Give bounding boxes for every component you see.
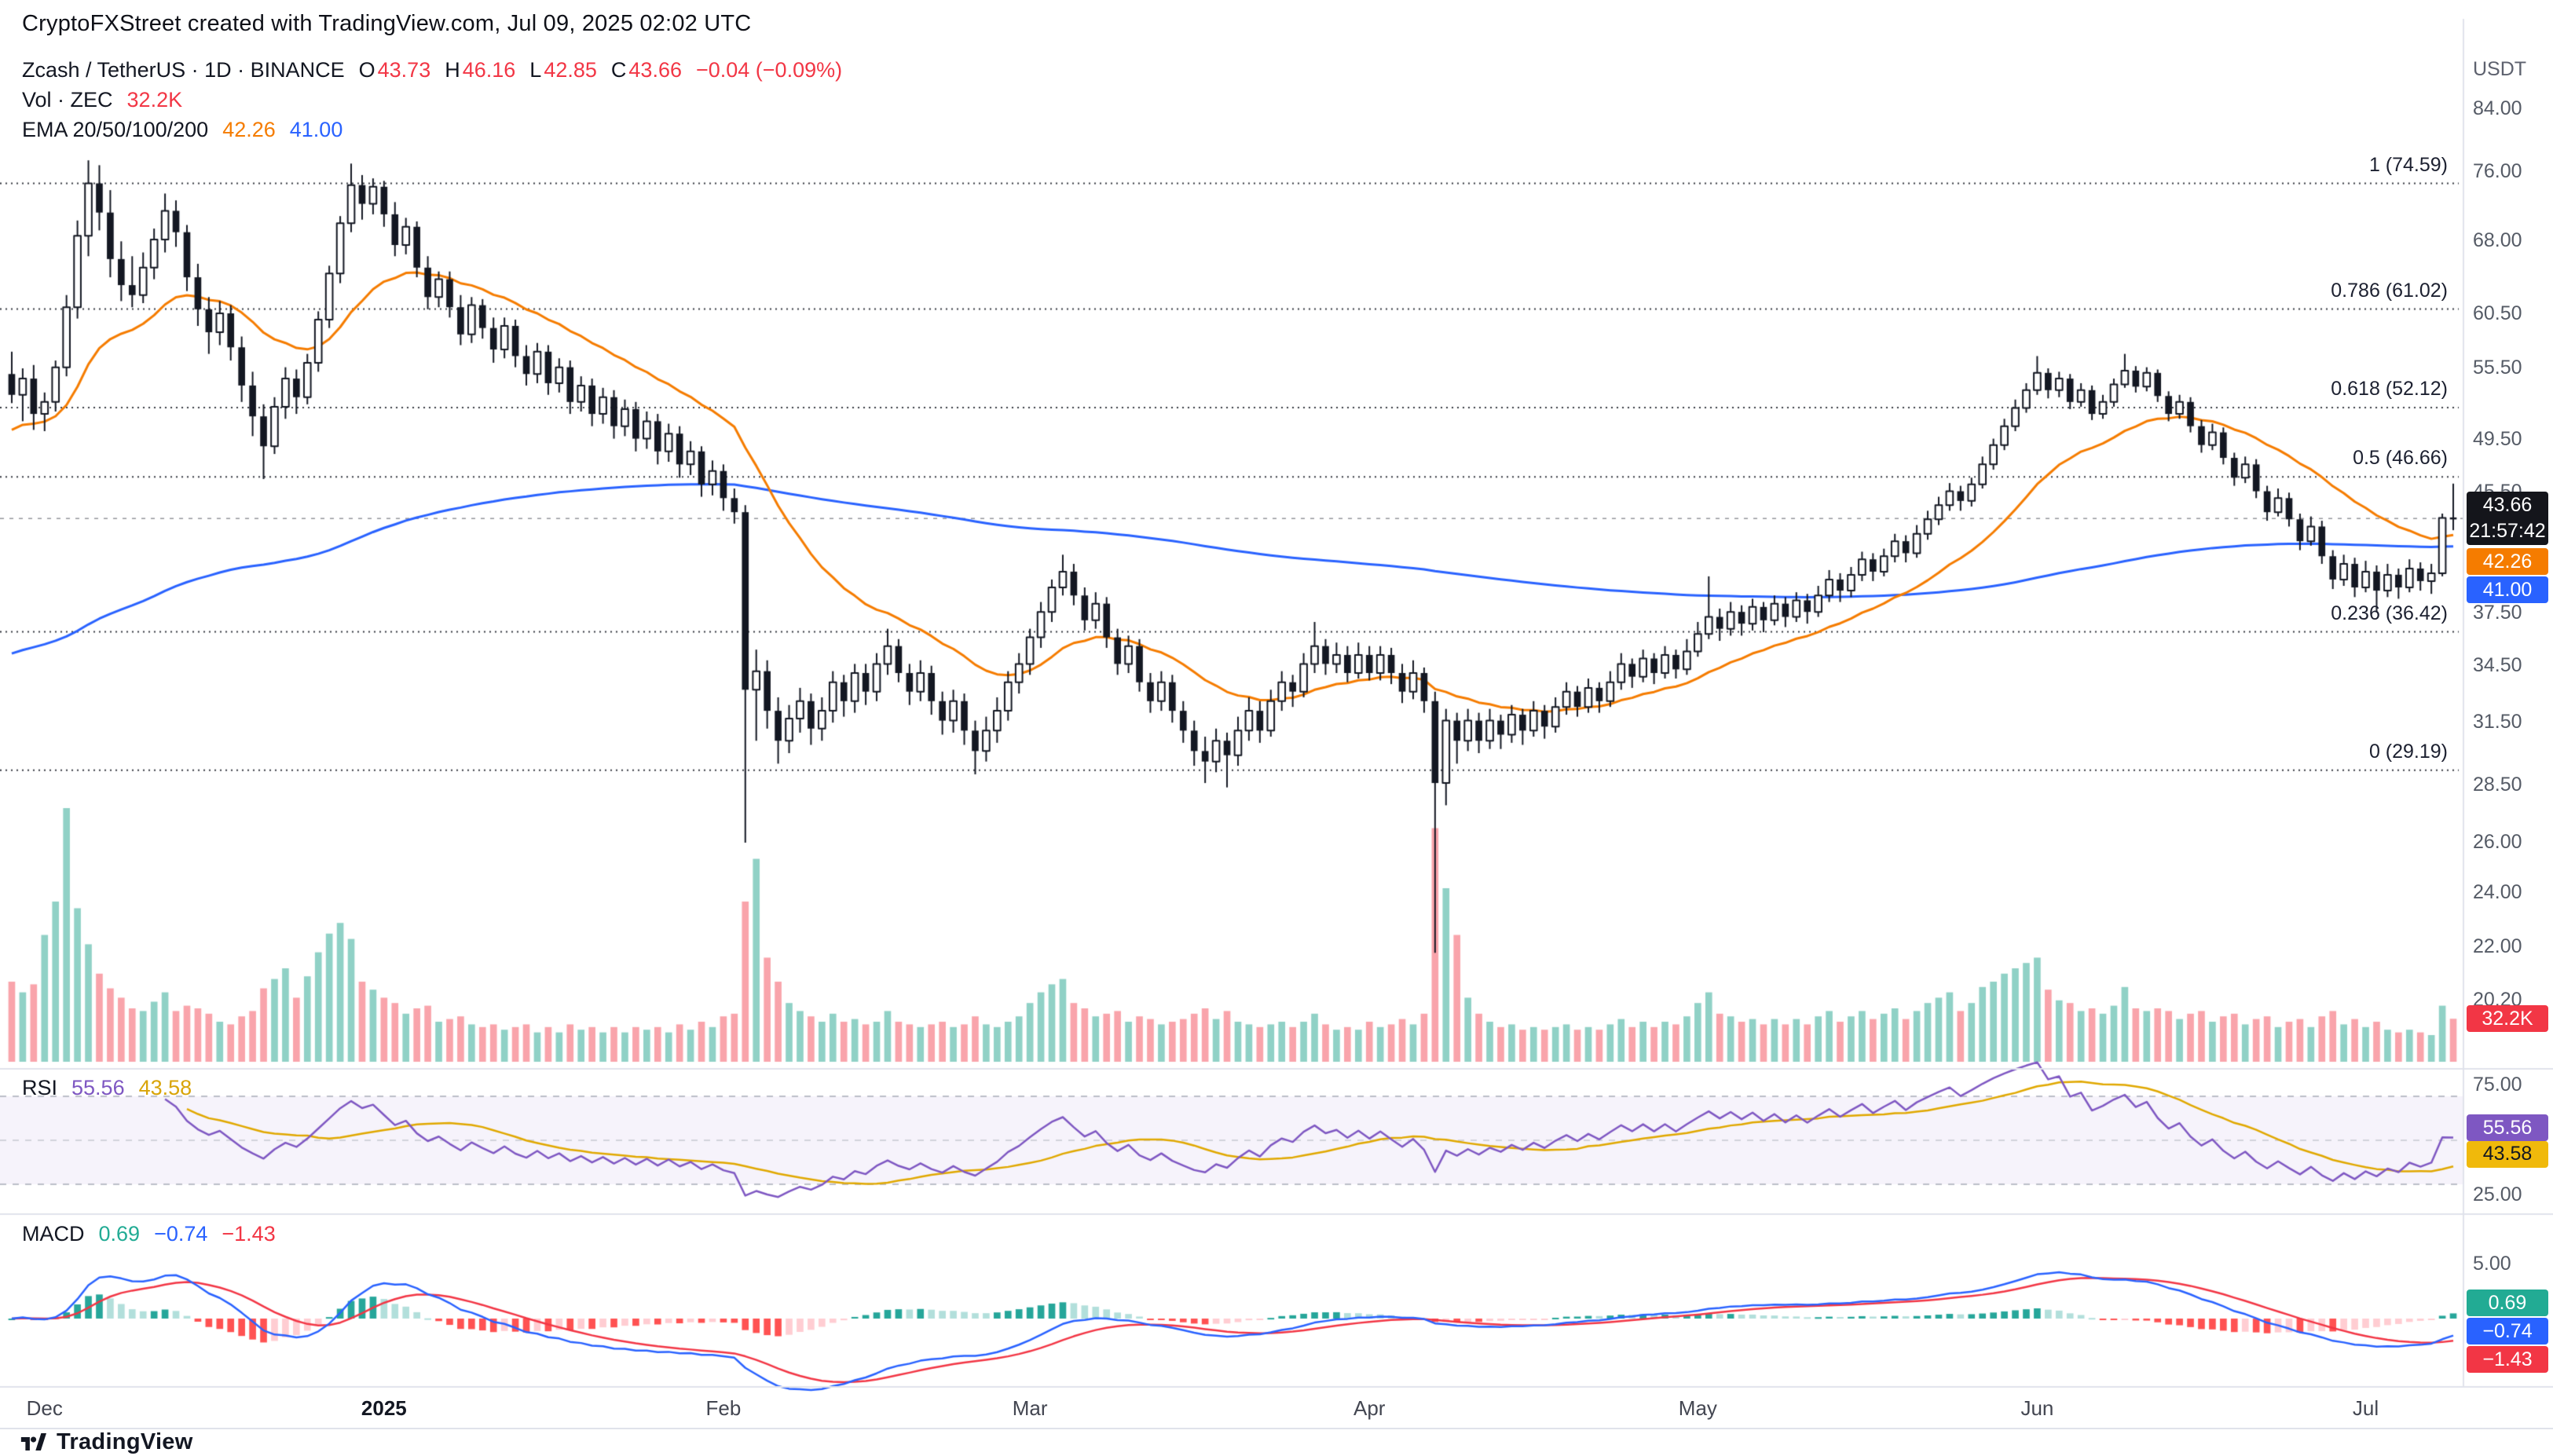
bar-countdown: 21:57:42 [2469,520,2546,543]
price-axis-tick: 37.50 [2473,602,2522,624]
ema-slow-value: 41.00 [289,118,343,141]
macd-signal-badge: −1.43 [2467,1346,2548,1373]
time-axis-label: Feb [705,1396,742,1420]
ema-fast-badge: 42.26 [2467,548,2548,576]
price-axis-tick: 55.50 [2473,357,2522,379]
fib-level-label: 0.5 (46.66) [2353,447,2448,470]
rsi-label: RSI [22,1076,58,1099]
fib-level-label: 0.618 (52.12) [2331,378,2448,401]
rsi-axis-label-top: 75.00 [2473,1074,2522,1096]
price-axis-tick: 49.50 [2473,428,2522,451]
ohlc-low: L 42.85 [529,58,597,82]
attribution-text: CryptoFXStreet created with TradingView.… [22,11,752,36]
price-axis-tick: 60.50 [2473,302,2522,325]
price-axis-tick: 31.50 [2473,711,2522,733]
rsi-axis-label-bottom: 25.00 [2473,1183,2522,1205]
rsi-value: 55.56 [71,1076,125,1099]
price-axis-tick: 68.00 [2473,229,2522,252]
macd-hist-badge: 0.69 [2467,1290,2548,1316]
rsi-ma-badge: 43.58 [2467,1140,2548,1168]
price-axis-tick: 34.50 [2473,653,2522,676]
tradingview-logo-icon[interactable] [20,1432,47,1452]
fib-level-label: 0 (29.19) [2368,740,2448,763]
rsi-ma-value: 43.58 [138,1076,192,1099]
volume-value: 32.2K [126,88,183,112]
rsi-legend[interactable]: RSI 55.56 43.58 [22,1076,192,1100]
last-price-value: 43.66 [2482,494,2533,517]
volume-label: Vol · ZEC [22,88,113,112]
ohlc-close: C 43.66 [610,58,682,82]
price-axis-tick: 22.00 [2473,935,2522,958]
ohlc-open: O 43.73 [358,58,431,82]
ema-slow-badge: 41.00 [2467,576,2548,604]
price-axis-tick: 26.00 [2473,830,2522,853]
macd-axis-label: 5.00 [2473,1253,2511,1275]
price-axis-currency-label[interactable]: USDT [2473,58,2527,80]
ohlc-change: −0.04 (−0.09%) [695,58,843,82]
price-axis-tick: 84.00 [2473,97,2522,119]
time-axis-label: 2025 [361,1396,407,1420]
last-price-badge: 43.66 21:57:42 [2467,492,2548,546]
ohlc-high: H 46.16 [445,58,516,82]
volume-badge: 32.2K [2467,1005,2548,1033]
time-axis-label: Jul [2352,1396,2379,1420]
macd-legend[interactable]: MACD 0.69 −0.74 −1.43 [22,1222,276,1246]
legend-row-ema[interactable]: EMA 20/50/100/200 42.26 41.00 [22,116,842,143]
time-axis-label: Mar [1012,1396,1048,1420]
time-axis-label: Jun [2020,1396,2054,1420]
price-axis-tick: 76.00 [2473,159,2522,182]
macd-signal-value: −1.43 [222,1222,276,1246]
macd-hist-value: 0.69 [98,1222,141,1246]
time-axis-label: May [1678,1396,1717,1420]
time-axis-label: Apr [1353,1396,1386,1420]
tradingview-brand-text[interactable]: TradingView [57,1429,193,1454]
macd-label: MACD [22,1222,85,1246]
ema-fast-value: 42.26 [222,118,276,141]
fib-level-label: 0.236 (36.42) [2331,602,2448,624]
legend-row-volume[interactable]: Vol · ZEC 32.2K [22,86,842,113]
ema-label: EMA 20/50/100/200 [22,118,209,141]
symbol-legend[interactable]: Zcash / TetherUS · 1D · BINANCE O 43.73 H… [22,57,842,146]
price-axis-tick: 24.00 [2473,880,2522,903]
legend-row-symbol[interactable]: Zcash / TetherUS · 1D · BINANCE O 43.73 H… [22,57,842,83]
price-axis-tick: 28.50 [2473,773,2522,796]
macd-line-value: −0.74 [154,1222,208,1246]
time-axis-label: Dec [26,1396,63,1420]
footer-bar: TradingView [0,1428,2553,1454]
symbol-title[interactable]: Zcash / TetherUS · 1D · BINANCE [22,58,345,82]
rsi-badge: 55.56 [2467,1114,2548,1142]
fib-level-label: 0.786 (61.02) [2331,279,2448,302]
macd-line-badge: −0.74 [2467,1318,2548,1344]
fib-level-label: 1 (74.59) [2368,153,2448,176]
